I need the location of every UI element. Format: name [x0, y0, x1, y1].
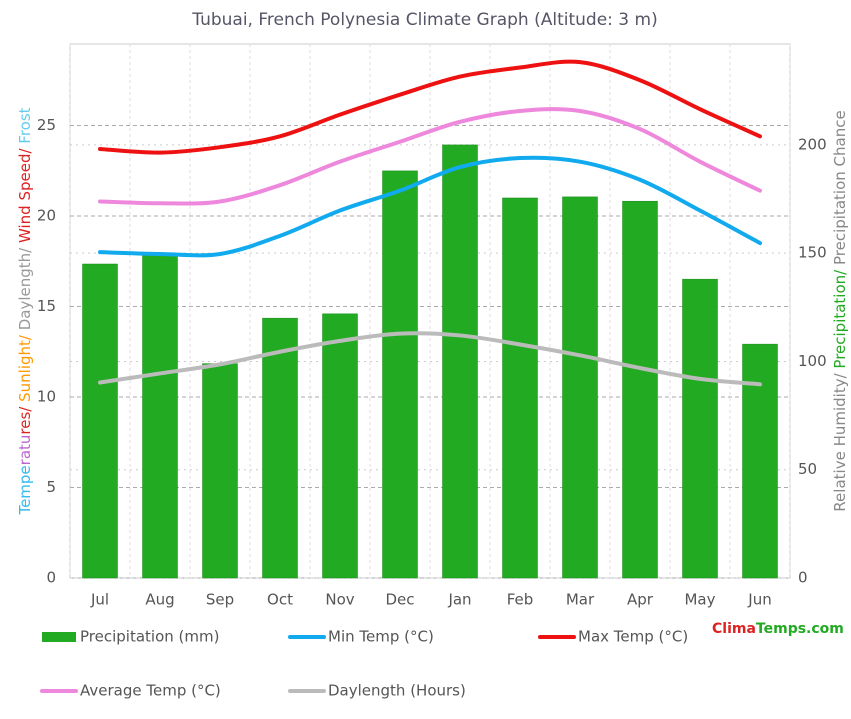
bar — [742, 343, 778, 579]
brand-part: Temps.com — [756, 621, 844, 637]
y2-axis-label-part: Precipitation/ — [831, 265, 849, 369]
bar — [322, 313, 358, 579]
y2-axis-label-part: Precipitation Chance — [831, 110, 849, 265]
y2-tick-label: 0 — [798, 569, 808, 587]
y2-tick-label: 100 — [798, 352, 827, 370]
x-tick-label: Apr — [627, 591, 654, 609]
y2-axis-label: Relative Humidity/ Precipitation/ Precip… — [831, 110, 849, 511]
y-axis-label-part: Daylength/ — [16, 243, 34, 330]
x-tick-label: Oct — [267, 591, 293, 609]
x-tick-label: Feb — [507, 591, 534, 609]
legend-swatch — [42, 632, 76, 642]
line — [98, 59, 762, 155]
x-tick-label: Dec — [385, 591, 414, 609]
y-axis-label-part: ratu — [16, 435, 34, 466]
bar — [502, 197, 538, 579]
bar — [682, 278, 718, 579]
chart-title: Tubuai, French Polynesia Climate Graph (… — [191, 10, 657, 30]
bar — [142, 255, 178, 579]
y2-tick-label: 150 — [798, 244, 827, 262]
y-axis-label-part: Tempe — [16, 465, 34, 515]
y2-tick-label: 50 — [798, 460, 817, 478]
legend-label: Daylength (Hours) — [328, 682, 466, 700]
line — [98, 331, 762, 387]
bar — [622, 200, 658, 579]
x-tick-label: Jan — [447, 591, 471, 609]
x-tick-label: Mar — [566, 591, 595, 609]
x-tick-label: Sep — [206, 591, 234, 609]
legend-label: Average Temp (°C) — [80, 682, 221, 700]
bar — [202, 363, 238, 579]
legend-label: Precipitation (mm) — [80, 628, 219, 646]
x-tick-label: Aug — [145, 591, 174, 609]
x-tick-label: Nov — [325, 591, 354, 609]
bar — [562, 196, 598, 579]
legend-label: Max Temp (°C) — [578, 628, 688, 646]
y-tick-label: 15 — [37, 297, 56, 315]
y-tick-label: 20 — [37, 206, 56, 224]
bar — [262, 317, 298, 579]
y2-tick-label: 200 — [798, 135, 827, 153]
x-tick-label: Jun — [747, 591, 771, 609]
y-tick-label: 5 — [46, 478, 56, 496]
line — [98, 107, 762, 206]
x-tick-label: May — [684, 591, 715, 609]
line — [98, 155, 762, 258]
y-axis-label: Temperatures/ Sunlight/ Daylength/ Wind … — [16, 107, 34, 515]
bar — [82, 263, 118, 579]
y-axis-label-part: Frost — [16, 107, 34, 143]
bar — [382, 170, 418, 579]
y-axis-label-part: Wind Speed/ — [16, 144, 34, 243]
y-axis-label-part: Sunlight/ — [16, 330, 34, 402]
y-axis-label-part: res/ — [16, 402, 34, 435]
y-tick-label: 25 — [37, 116, 56, 134]
legend-label: Min Temp (°C) — [328, 628, 434, 646]
bar — [442, 144, 478, 579]
y2-axis-label-part: Relative Humidity/ — [831, 369, 849, 512]
y-tick-label: 10 — [37, 387, 56, 405]
brand-part: Clima — [712, 621, 756, 637]
brand: ClimaTemps.com — [712, 621, 844, 637]
y-tick-label: 0 — [46, 569, 56, 587]
x-tick-label: Jul — [90, 591, 109, 609]
